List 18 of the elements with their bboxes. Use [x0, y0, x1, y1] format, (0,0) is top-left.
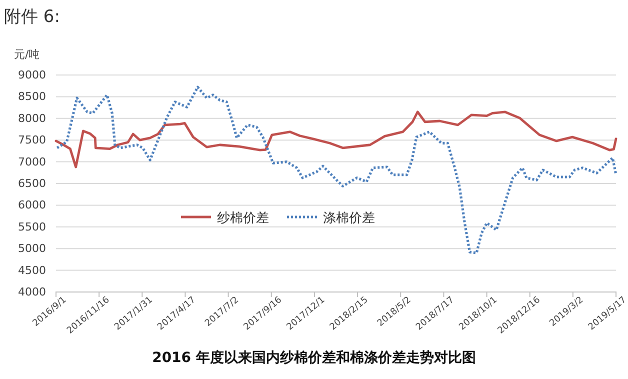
- y-tick-label: 6500: [18, 177, 46, 190]
- y-tick-label: 8500: [18, 90, 46, 104]
- y-tick-label: 7500: [18, 134, 46, 147]
- legend-label: 纱棉价差: [217, 211, 269, 226]
- text: 2016 年度以来国内纱棉价差和棉涤价差走势对比图: [152, 349, 476, 366]
- y-tick-label: 4500: [18, 264, 46, 277]
- text: 附件 6:: [4, 7, 60, 27]
- y-tick-label: 7000: [18, 155, 46, 168]
- line-series: [54, 110, 618, 168]
- y-tick-label: 5000: [18, 242, 46, 256]
- y-tick-label: 6000: [18, 198, 46, 212]
- line-series: [56, 86, 618, 254]
- legend-label: 涤棉价差: [323, 211, 375, 226]
- y-axis-title: 元/吨: [14, 48, 40, 61]
- y-tick-label: 9000: [18, 68, 46, 82]
- y-tick-label: 4000: [18, 286, 46, 299]
- y-tick-label: 8000: [18, 112, 46, 125]
- y-tick-label: 5500: [18, 220, 46, 234]
